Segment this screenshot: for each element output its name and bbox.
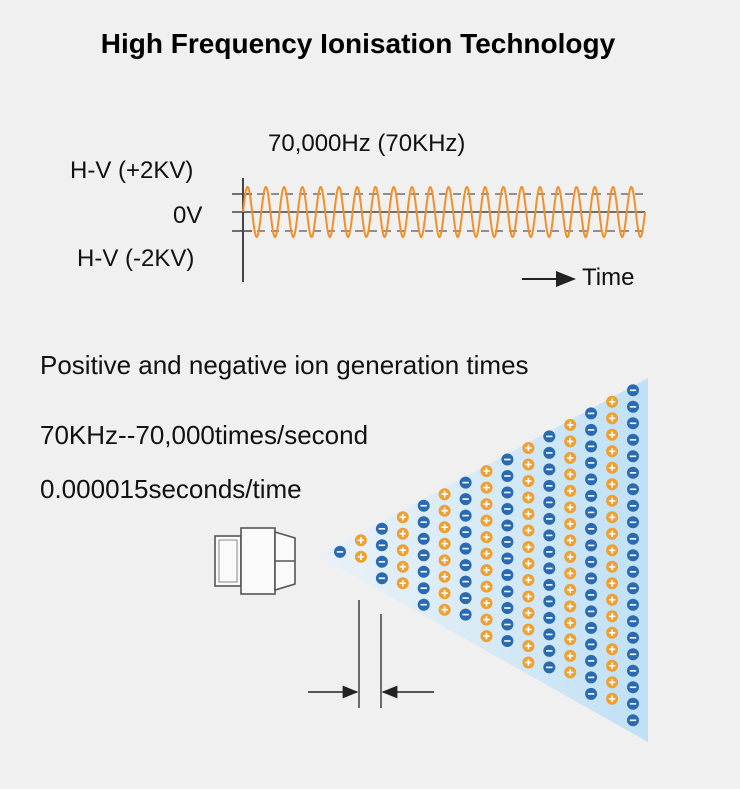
positive-voltage-label: H-V (+2KV) (70, 157, 194, 184)
ion-period-text: 0.000015seconds/time (40, 474, 302, 504)
ion-rate-text: 70KHz--70,000times/second (40, 420, 369, 450)
ion-beam (318, 378, 648, 742)
time-axis-label: Time (582, 264, 635, 291)
emitter-nozzle-icon (214, 527, 296, 595)
ion-generation-heading: Positive and negative ion generation tim… (40, 350, 529, 380)
ion-field (334, 384, 639, 727)
page-title: High Frequency Ionisation Technology (100, 28, 616, 59)
zero-voltage-label: 0V (173, 202, 203, 229)
frequency-label: 70,000Hz (70KHz) (268, 130, 466, 157)
ion-spacing-indicator (308, 600, 434, 708)
negative-voltage-label: H-V (-2KV) (77, 245, 195, 272)
sine-wave (242, 185, 646, 239)
